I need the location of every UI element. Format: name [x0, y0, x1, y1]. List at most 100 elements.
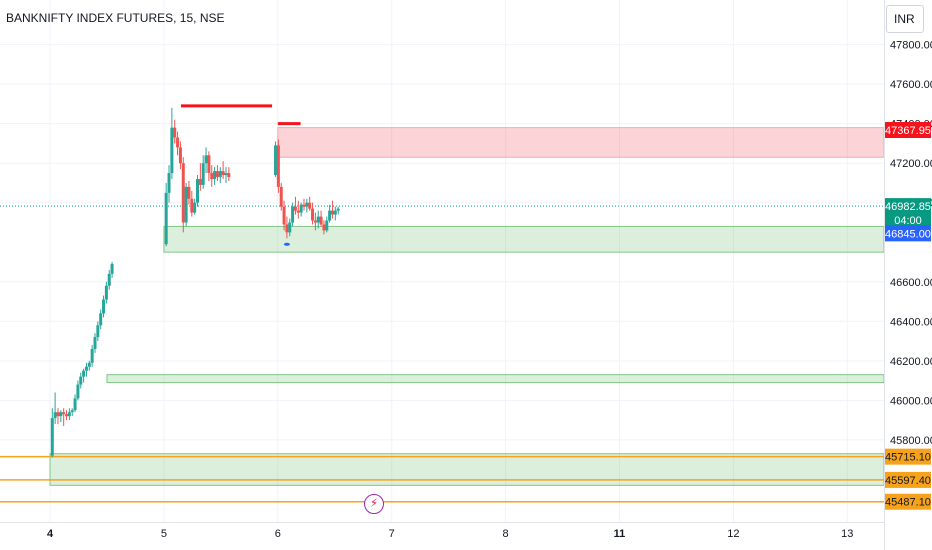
candle-body	[167, 173, 171, 193]
candle-body	[276, 145, 280, 187]
candle-body	[207, 155, 211, 174]
y-tick-label: 46000.00	[890, 395, 932, 407]
y-tick-label: 45800.00	[890, 435, 932, 447]
candle-body	[224, 173, 228, 176]
currency-button[interactable]: INR	[886, 5, 924, 33]
price-label-bg	[885, 471, 931, 488]
candle-body	[325, 220, 329, 231]
y-tick-label: 46200.00	[890, 356, 932, 368]
candle-body	[316, 216, 320, 223]
candle-body	[84, 366, 88, 371]
countdown-label: 04:00	[894, 215, 922, 227]
candle-body	[181, 163, 185, 223]
candle-body	[190, 198, 194, 213]
candle-body	[274, 145, 278, 176]
x-tick-label: 6	[275, 528, 281, 540]
x-tick-label: 4	[47, 528, 54, 540]
price-label-bg	[885, 122, 931, 139]
x-tick-label: 12	[727, 528, 739, 540]
price-label: 47367.95	[885, 125, 931, 137]
candle-body	[336, 208, 340, 211]
candle-body	[215, 171, 219, 178]
candle-body	[210, 173, 214, 180]
candle-body	[96, 325, 100, 338]
candle-body	[50, 418, 54, 456]
candle-body	[70, 410, 74, 413]
candle-body	[76, 384, 80, 399]
candle-body	[313, 220, 317, 223]
candle-body	[104, 285, 108, 300]
demand-zone	[163, 225, 885, 253]
low-marker	[283, 242, 290, 246]
candle-body	[79, 376, 83, 385]
candle-body	[227, 173, 231, 178]
grid	[0, 0, 884, 522]
candle-body	[93, 337, 97, 349]
candle-body	[213, 171, 217, 180]
candle-body	[311, 208, 315, 221]
candle-body	[107, 273, 111, 286]
candle-body	[102, 299, 106, 314]
candle-body	[187, 186, 191, 199]
price-label: 46982.85	[885, 201, 931, 213]
price-label: 45597.40	[885, 475, 931, 487]
x-tick-label: 5	[161, 528, 167, 540]
candle-body	[87, 362, 91, 367]
lightning-icon[interactable]: ⚡	[364, 494, 384, 514]
price-label-bg	[885, 225, 931, 242]
y-tick-label: 46600.00	[890, 277, 932, 289]
demand-zone	[106, 374, 885, 384]
candle-body	[193, 202, 197, 213]
candle-body	[308, 202, 312, 209]
candle-body	[65, 414, 69, 417]
price-label-bg	[885, 198, 931, 229]
candle-body	[170, 127, 174, 174]
resistance-lines	[180, 104, 301, 246]
candle-body	[299, 204, 303, 213]
candle-body	[90, 348, 94, 363]
chart-title: BANKNIFTY INDEX FUTURES, 15, NSE	[6, 11, 225, 25]
y-tick-label: 47600.00	[890, 79, 932, 91]
candle-body	[328, 210, 332, 221]
candle-body	[110, 263, 114, 274]
candle-body	[67, 412, 71, 417]
candle-body	[62, 412, 66, 415]
candle-body	[221, 171, 225, 176]
candle-body	[59, 412, 63, 417]
candle-body	[296, 210, 300, 213]
candles	[50, 107, 340, 458]
candle-body	[218, 171, 222, 178]
candle-body	[285, 224, 289, 233]
price-label: 46845.00	[885, 228, 931, 240]
candle-body	[73, 398, 77, 411]
candle-body	[302, 204, 306, 207]
candle-body	[176, 137, 180, 148]
candle-body	[201, 163, 205, 185]
candle-body	[204, 155, 208, 164]
candle-body	[173, 127, 177, 138]
y-tick-label: 47800.00	[890, 40, 932, 52]
candle-body	[164, 192, 168, 245]
y-tick-label: 47200.00	[890, 158, 932, 170]
candle-body	[282, 206, 286, 225]
y-tick-label: 46400.00	[890, 316, 932, 328]
horizontal-levels	[0, 205, 884, 503]
candle-body	[184, 186, 188, 223]
candle-body	[293, 206, 297, 211]
candle-body	[82, 370, 86, 377]
x-tick-label: 7	[389, 528, 395, 540]
candle-body	[279, 186, 283, 207]
price-label: 45487.10	[885, 497, 931, 509]
price-label: 45715.10	[885, 452, 931, 464]
supply-zone	[277, 127, 885, 158]
candle-body	[198, 179, 202, 185]
candle-body	[53, 412, 57, 419]
zones	[49, 127, 885, 486]
candle-body	[288, 222, 292, 233]
candle-body	[56, 412, 60, 417]
candle-body	[196, 179, 200, 203]
candle-body	[178, 147, 182, 164]
x-tick-label: 11	[614, 528, 626, 540]
